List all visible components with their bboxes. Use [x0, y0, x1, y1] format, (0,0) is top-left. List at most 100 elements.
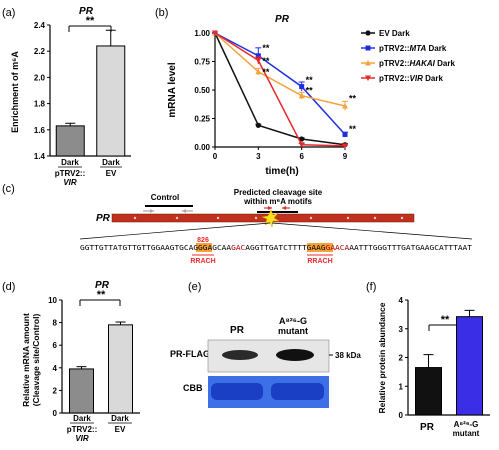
y-tick-label: 2 [399, 354, 404, 363]
sig-mark: ** [349, 124, 357, 134]
x-tick-label: VIR [63, 178, 77, 187]
y-axis-label: mRNA level [167, 62, 178, 117]
sig-mark: ** [262, 67, 270, 77]
y-tick-label: 4 [53, 364, 58, 373]
row-label: PR-FLAG [170, 349, 210, 359]
y-tick-label: 0.75 [194, 58, 210, 67]
data-point [342, 143, 348, 149]
bar [96, 45, 126, 157]
lane-label: A⁸²⁶-G [279, 316, 307, 326]
x-tick-label: 9 [343, 152, 348, 161]
x-tick-label: EV [106, 169, 117, 178]
cbb-band [211, 383, 263, 400]
chart-d: 0 2 4 6 8 10 [48, 296, 140, 418]
x-tick-label: Dark [102, 158, 120, 167]
gene-bar [111, 213, 415, 223]
data-point [342, 102, 348, 109]
motif-label: RRACH [190, 258, 215, 265]
x-tick-label: A⁸²⁶-G [454, 420, 479, 429]
data-point [299, 84, 305, 90]
lane-label: mutant [278, 326, 308, 336]
y-tick-label: 0 [53, 409, 58, 418]
panel-f-label: (f) [366, 281, 376, 293]
legend-label: pTRV2::VIR Dark [379, 74, 443, 83]
y-tick-label: 0.00 [194, 143, 210, 152]
y-tick-label: 2.2 [34, 47, 46, 56]
gene-name: PR [96, 213, 111, 224]
x-tick-label: PR [420, 422, 435, 433]
primer-arrow [282, 206, 286, 210]
legend-marker [365, 75, 371, 81]
position-label: 826 [197, 237, 209, 244]
y-tick-label: 0 [399, 411, 404, 420]
panel-b-title: PR [275, 14, 290, 25]
chart-f: 0 1 2 3 4 [399, 296, 490, 420]
x-tick-label: 0 [213, 152, 218, 161]
bar [108, 324, 133, 414]
data-point [342, 131, 348, 137]
x-tick-label: pTRV2:: [67, 425, 98, 434]
panel-a-title: PR [79, 6, 94, 17]
y-tick-label: 1.4 [34, 152, 46, 161]
lane-label: PR [230, 325, 245, 336]
data-point [255, 57, 262, 64]
y-axis-label: Relative mRNA amount [21, 313, 31, 407]
y-tick-label: 1.00 [194, 29, 210, 38]
band [222, 350, 258, 360]
panel-c: (c) Control Predicted cleavage site with… [2, 183, 472, 265]
data-point [299, 136, 305, 142]
chart-a: 1.4 1.6 1.8 2.0 2.2 2.4 [34, 21, 131, 161]
exon-dot [133, 216, 137, 220]
exon-dot [400, 216, 404, 220]
y-tick-label: 1 [399, 382, 404, 391]
y-tick-label: 8 [53, 319, 58, 328]
panel-a-label: (a) [2, 7, 15, 19]
y-tick-label: 0.50 [194, 86, 210, 95]
data-point [212, 30, 218, 36]
series-line [214, 32, 346, 146]
exon-dot [254, 216, 258, 220]
sig-mark: ** [262, 43, 270, 53]
x-tick-label: VIR [75, 434, 89, 443]
x-tick-label: 3 [256, 152, 261, 161]
y-tick-label: 1.8 [34, 100, 46, 109]
x-tick-label: mutant [453, 429, 480, 438]
data-point [298, 92, 305, 99]
legend: EV Dark pTRV2::MTA Dark pTRV2::HAKAI Dar… [361, 29, 455, 83]
motif-highlight [307, 243, 333, 252]
predicted-label: Predicted cleavage site [234, 188, 323, 197]
sig-mark: ** [306, 75, 314, 85]
exon-dots [133, 216, 404, 220]
panel-c-label: (c) [2, 183, 15, 195]
primer-arrow [150, 209, 154, 213]
motif-highlight [196, 243, 212, 252]
x-tick-label: Dark [111, 414, 129, 423]
motif-label: RRACH [307, 258, 332, 265]
sig-mark: ** [306, 85, 314, 95]
panel-d-title: PR [95, 280, 110, 291]
x-axis-label: time(h) [265, 166, 298, 177]
sig-mark: ** [262, 56, 270, 66]
x-tick-label: 6 [299, 152, 304, 161]
y-tick-label: 10 [48, 296, 57, 305]
predicted-label: within m⁶A motifs [243, 197, 312, 206]
x-tick-label: pTRV2:: [55, 169, 86, 178]
kda-label: 38 kDa [335, 351, 361, 360]
cleavage-star-icon [261, 209, 280, 228]
series-line [214, 32, 346, 107]
primer-arrow [268, 206, 272, 210]
panel-b: (b) PR 0.000.250.500.751.000 3 6 9*********… [155, 7, 455, 177]
y-tick-label: 4 [399, 296, 404, 305]
row-label: CBB [183, 383, 203, 393]
y-tick-label: 1.6 [34, 126, 46, 135]
exon-dot [346, 216, 350, 220]
x-tick-label: Dark [61, 158, 79, 167]
sig-mark: ** [86, 15, 95, 27]
y-axis-label: Enrichment of m⁶A [10, 51, 20, 133]
zoom-line [271, 222, 473, 240]
sequence: GGTTGTTATGTTGTTGGAAGTGCAGGGAGCAA GAC AGGTT… [80, 244, 472, 252]
zoom-line [79, 222, 271, 240]
exon-dot [309, 216, 313, 220]
legend-marker [365, 30, 371, 36]
